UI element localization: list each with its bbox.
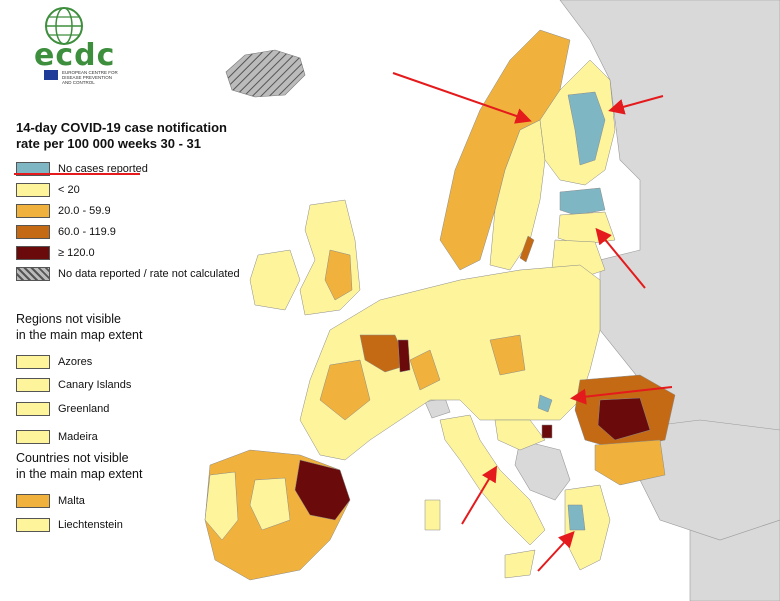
country-swatch <box>16 494 50 508</box>
countries-title-line2: in the main map extent <box>16 467 143 481</box>
scandinavia <box>439 29 616 271</box>
legend-swatch <box>16 162 50 176</box>
legend-item-120-plus: ≥ 120.0 <box>16 245 95 261</box>
countries-title-line1: Countries not visible <box>16 451 129 465</box>
iceland <box>225 49 306 98</box>
british-isles <box>249 199 361 316</box>
globe-icon <box>45 7 83 45</box>
map-title-line1: 14-day COVID-19 case notification <box>16 120 227 135</box>
legend-swatch <box>16 204 50 218</box>
map-title: 14-day COVID-19 case notification rate p… <box>16 120 246 152</box>
region-swatch <box>16 430 50 444</box>
region-item-madeira: Madeira <box>16 429 98 445</box>
country-swatch <box>16 518 50 532</box>
country-item-liechtenstein: Liechtenstein <box>16 517 123 533</box>
region-label: Madeira <box>58 431 98 443</box>
legend-item-under-20: < 20 <box>16 182 80 198</box>
legend-label: 20.0 - 59.9 <box>58 205 111 217</box>
ecdc-logo: ecdc EUROPEAN CENTRE FOR DISEASE PREVENT… <box>12 4 118 85</box>
southeast-europe <box>494 374 676 571</box>
country-label: Liechtenstein <box>58 519 123 531</box>
logo-subtitle: EUROPEAN CENTRE FOR DISEASE PREVENTION A… <box>62 70 118 85</box>
country-item-malta: Malta <box>16 493 85 509</box>
legend-swatch-hatched <box>16 267 50 281</box>
legend-swatch <box>16 225 50 239</box>
regions-section-title: Regions not visible in the main map exte… <box>16 311 216 343</box>
legend-swatch <box>16 246 50 260</box>
legend-label: 60.0 - 119.9 <box>58 226 116 238</box>
region-item-canary-islands: Canary Islands <box>16 377 131 393</box>
map-title-line2: rate per 100 000 weeks 30 - 31 <box>16 136 202 151</box>
region-swatch <box>16 378 50 392</box>
legend-item-60-119: 60.0 - 119.9 <box>16 224 116 240</box>
regions-title-line2: in the main map extent <box>16 328 143 342</box>
region-swatch <box>16 402 50 416</box>
region-item-greenland: Greenland <box>16 401 109 417</box>
region-item-azores: Azores <box>16 354 92 370</box>
region-label: Greenland <box>58 403 110 415</box>
country-label: Malta <box>58 495 85 507</box>
iberia <box>204 449 351 581</box>
mainland <box>299 264 601 461</box>
countries-section-title: Countries not visible in the main map ex… <box>16 450 216 482</box>
legend-item-no-data: No data reported / rate not calculated <box>16 266 240 282</box>
region-swatch <box>16 355 50 369</box>
annotation-arrows <box>392 72 673 572</box>
regions-title-line1: Regions not visible <box>16 312 121 326</box>
region-label: Azores <box>58 356 93 368</box>
red-underline <box>14 173 140 175</box>
legend-item-no-cases: No cases reported <box>16 161 148 177</box>
legend-label: No cases reported <box>58 163 148 175</box>
legend-label: ≥ 120.0 <box>58 247 95 259</box>
region-label: Canary Islands <box>58 379 132 391</box>
legend-item-20-59: 20.0 - 59.9 <box>16 203 111 219</box>
legend-label: < 20 <box>58 184 80 196</box>
logo-text: ecdc <box>34 38 116 73</box>
legend-label: No data reported / rate not calculated <box>58 268 240 280</box>
eu-flag-icon <box>44 70 58 80</box>
legend-swatch <box>16 183 50 197</box>
